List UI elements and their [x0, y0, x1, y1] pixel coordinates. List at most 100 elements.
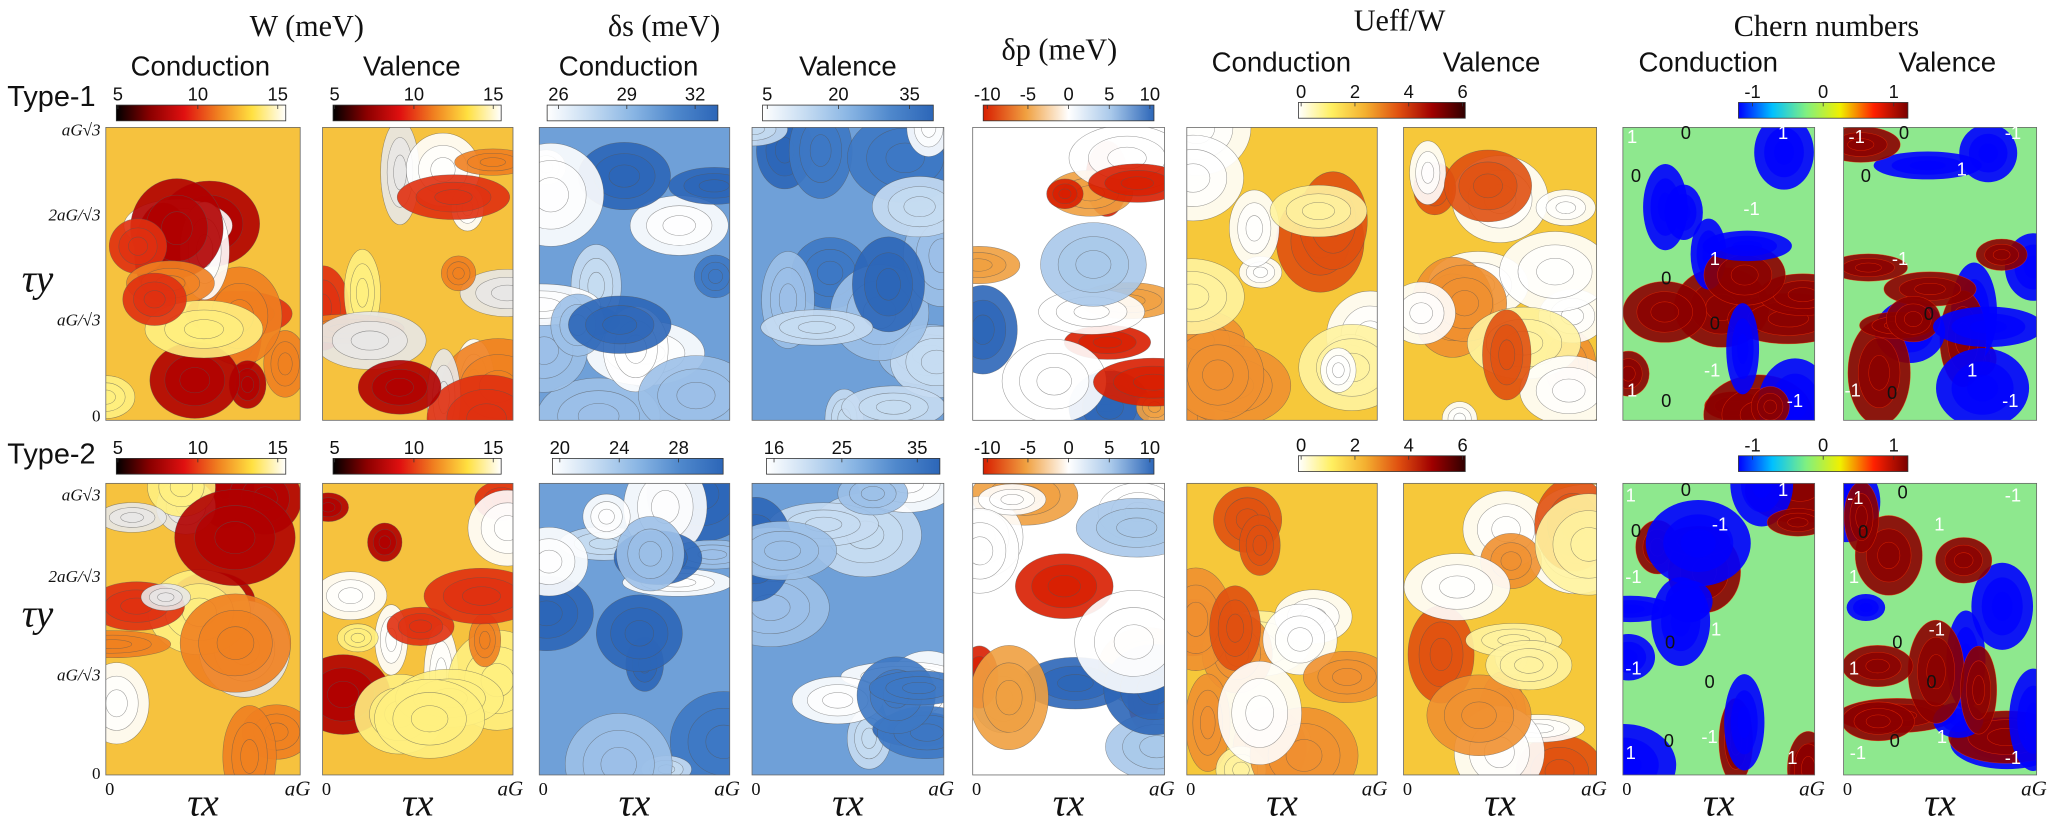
chern-number: -1	[1850, 742, 1866, 763]
contour-blob	[1536, 257, 1574, 286]
x-axis-label: τx	[1703, 781, 1735, 825]
panel-frame	[972, 482, 1165, 776]
x-axis-label: τx	[1484, 781, 1516, 825]
colorbar-tick-label: 0	[1063, 84, 1073, 105]
chern-number: -1	[1712, 513, 1728, 534]
contour-blob	[356, 277, 369, 308]
colorbar-tick-label: 35	[907, 437, 927, 458]
chern-number: -1	[1847, 487, 1863, 508]
chern-number: 0	[1898, 482, 1908, 503]
chern-number: 0	[1899, 122, 1909, 143]
y-tick-label: 0	[92, 764, 101, 783]
contour-blob	[378, 535, 391, 549]
contour-blob	[1429, 637, 1453, 671]
colorbar-tick-label: -1	[1744, 434, 1760, 455]
panel-frame	[1622, 127, 1816, 421]
contour-blob	[539, 600, 563, 627]
x-tick-label: 0	[972, 779, 981, 799]
contour-blob	[1787, 287, 1815, 302]
contour-panel	[752, 127, 944, 421]
contour-blob	[1855, 262, 1882, 273]
chern-number: 1	[1627, 379, 1637, 400]
contour-blob	[1680, 528, 1716, 558]
contour-blob	[1409, 302, 1433, 324]
contour-blob	[322, 502, 336, 513]
contour-blob	[1992, 249, 2011, 261]
contour-blob	[972, 258, 993, 272]
x-tick-label: 0	[105, 779, 114, 799]
contour-blob	[697, 549, 728, 560]
chern-number: 0	[1926, 671, 1936, 692]
contour-blob	[577, 403, 620, 421]
contour-blob	[1622, 604, 1645, 614]
x-tick-label: 0	[322, 779, 331, 799]
contour-blob	[410, 705, 449, 733]
contour-blob	[816, 260, 844, 286]
colorbar	[546, 104, 719, 122]
contour-blob	[1967, 374, 1999, 402]
column-subtitle: Valence	[1443, 47, 1541, 78]
contour-blob	[1972, 675, 1985, 706]
column-subtitle: Conduction	[1212, 47, 1352, 78]
contour-blob	[1650, 301, 1679, 323]
contour-panel	[1403, 127, 1597, 421]
panel-frame	[1403, 482, 1598, 776]
contour-blob	[1075, 250, 1112, 279]
contour-panel	[1403, 483, 1597, 775]
x-tick-label: 0	[539, 779, 548, 799]
contour-blob	[1057, 674, 1094, 693]
panel-frame	[538, 127, 731, 421]
contour-blob	[995, 679, 1023, 716]
contour-blob	[903, 196, 936, 218]
colorbar-tick-label: 5	[330, 437, 340, 458]
x-axis-label: τx	[1053, 781, 1085, 825]
column-subtitle: Conduction	[559, 51, 699, 82]
contour-blob	[184, 319, 224, 340]
chern-number: -1	[1929, 618, 1945, 639]
chern-number: 1	[1711, 618, 1721, 639]
contour-blob	[1787, 517, 1809, 528]
x-axis-label: τx	[832, 781, 864, 825]
contour-blob	[598, 508, 615, 525]
chern-number: -1	[2002, 390, 2018, 411]
contour-blob	[1737, 706, 1752, 739]
x-tick-label: aG	[714, 777, 740, 801]
contour-blob	[1859, 603, 1873, 613]
contour-blob	[494, 515, 513, 541]
contour-blob	[1302, 202, 1335, 220]
colorbar-tick-label: -5	[1020, 84, 1036, 105]
x-tick-label: 0	[1403, 779, 1412, 799]
chern-number: 0	[1664, 730, 1674, 751]
y-tick-label: aG√3	[62, 485, 101, 504]
contour-blob	[161, 211, 193, 245]
colorbar-tick-label: 24	[609, 437, 629, 458]
contour-blob	[1657, 192, 1673, 222]
colorbar-tick-label: 0	[1818, 434, 1828, 455]
contour-blob	[1245, 215, 1263, 242]
contour-blob	[1092, 336, 1123, 349]
y-tick-label: 2aG/√3	[49, 206, 101, 225]
chern-number: -1	[1892, 248, 1908, 269]
colorbar-tick-label: 4	[1404, 434, 1414, 455]
colorbar-tick-label: 6	[1457, 434, 1467, 455]
contour-blob	[1991, 591, 2013, 621]
contour-blob	[350, 632, 365, 643]
panel-frame	[105, 482, 301, 776]
chern-number: 0	[1661, 390, 1671, 411]
row-label: Type-2	[7, 438, 95, 470]
chern-number: -1	[1701, 726, 1717, 747]
contour-blob	[1252, 534, 1267, 556]
colorbar-tick-label: 0	[1063, 437, 1073, 458]
chern-number: -1	[1849, 126, 1865, 147]
contour-blob	[1113, 624, 1154, 660]
contour-blob	[1058, 188, 1072, 200]
contour-blob	[860, 486, 885, 501]
chern-number: -1	[1625, 658, 1641, 679]
chern-number: 0	[1661, 268, 1671, 289]
contour-blob	[1232, 761, 1250, 775]
contour-blob	[972, 314, 995, 345]
contour-blob	[928, 238, 944, 273]
contour-blob	[1036, 366, 1072, 396]
contour-blob	[1287, 627, 1313, 652]
contour-blob	[764, 540, 801, 561]
